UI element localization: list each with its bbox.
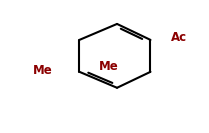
Text: Ac: Ac — [171, 31, 187, 44]
Text: Me: Me — [33, 64, 52, 77]
Text: Me: Me — [99, 60, 119, 73]
